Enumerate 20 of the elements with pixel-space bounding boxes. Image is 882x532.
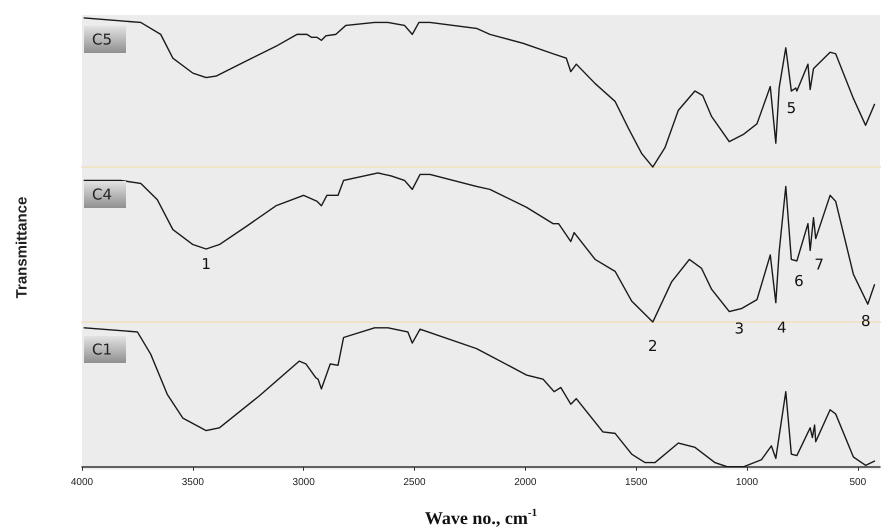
- x-tick-label: 4000: [70, 477, 94, 488]
- annotation: 2: [648, 337, 658, 356]
- annotation: 5: [786, 99, 796, 118]
- x-tick-label: 1000: [736, 477, 759, 488]
- annotation: 1: [201, 254, 211, 273]
- y-axis-title: Transmittance: [14, 196, 30, 298]
- annotation: 4: [777, 318, 787, 337]
- annotation: 6: [794, 272, 804, 290]
- text: C5: [92, 30, 112, 48]
- x-tick-label: 2000: [514, 477, 537, 488]
- x-tick-label: 3500: [182, 477, 204, 488]
- x-tick-label: 500: [849, 477, 867, 488]
- annotation: 8: [861, 312, 871, 330]
- x-tick-label: 2500: [403, 477, 426, 488]
- x-tick-label: 1500: [625, 477, 648, 488]
- annotation: 3: [734, 320, 744, 338]
- x-tick-label: 3000: [292, 477, 316, 488]
- text: C4: [92, 186, 112, 204]
- text: C1: [92, 340, 112, 358]
- annotation: 7: [814, 255, 824, 274]
